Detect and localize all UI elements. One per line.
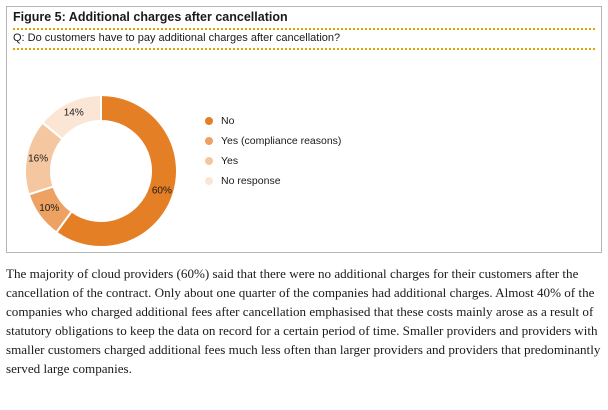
slice-value-label: 10%: [39, 203, 59, 214]
legend-label: No response: [221, 175, 281, 187]
legend-label: Yes: [221, 155, 239, 167]
legend-item: Yes (compliance reasons): [205, 133, 341, 153]
chart-legend: No Yes (compliance reasons) Yes No response: [205, 113, 341, 193]
figure-title: Figure 5: Additional charges after cance…: [13, 10, 288, 24]
legend-swatch-icon: [205, 157, 213, 165]
question-divider: [13, 48, 595, 50]
legend-swatch-icon: [205, 117, 213, 125]
legend-swatch-icon: [205, 177, 213, 185]
slice-value-label: 14%: [64, 108, 84, 119]
legend-item: Yes: [205, 153, 341, 173]
legend-item: No response: [205, 173, 341, 193]
figure-panel: Figure 5: Additional charges after cance…: [6, 6, 602, 253]
legend-swatch-icon: [205, 137, 213, 145]
legend-item: No: [205, 113, 341, 133]
figure-question: Q: Do customers have to pay additional c…: [13, 32, 341, 44]
legend-label: No: [221, 115, 235, 127]
legend-label: Yes (compliance reasons): [221, 135, 342, 147]
slice-value-label: 60%: [152, 185, 172, 196]
donut-slice: [41, 93, 102, 141]
title-divider: [13, 28, 595, 30]
slice-value-label: 16%: [28, 154, 48, 165]
donut-slice: [54, 93, 178, 248]
body-paragraph: The majority of cloud providers (60%) sa…: [6, 266, 601, 376]
donut-chart: 60% 10% 16% 14%: [24, 93, 178, 248]
